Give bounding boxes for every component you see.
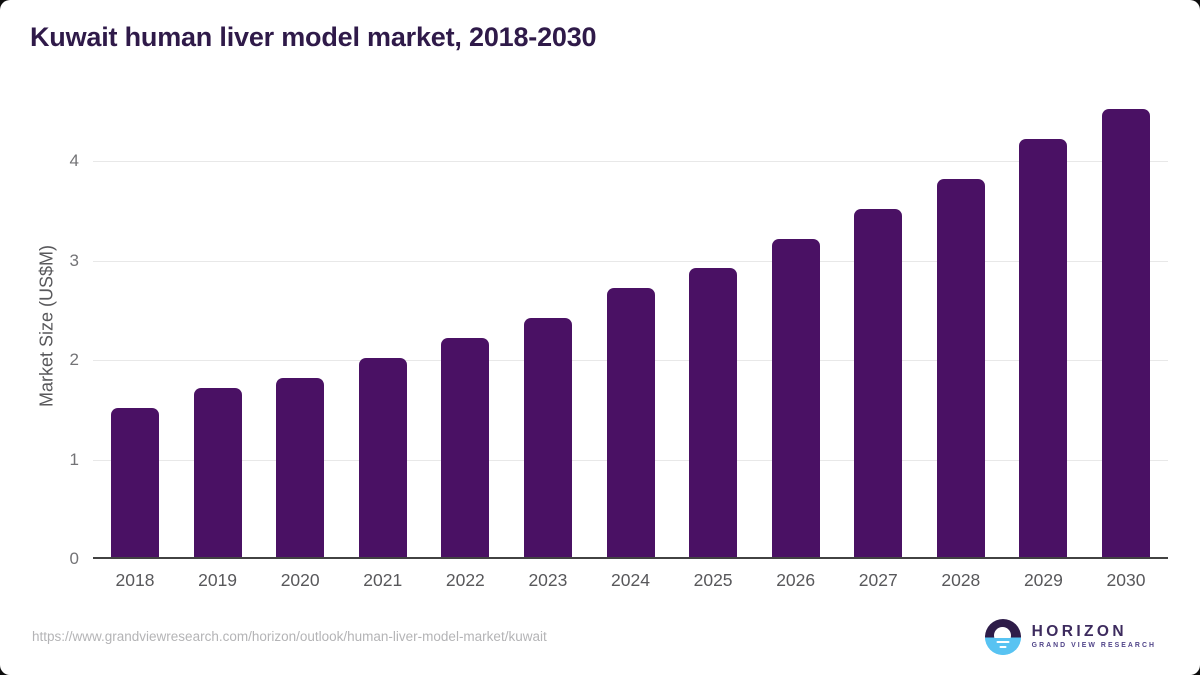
gridline-4 [93, 161, 1168, 162]
source-url: https://www.grandviewresearch.com/horizo… [32, 629, 547, 644]
x-tick-2026: 2026 [776, 570, 816, 590]
x-tick-2027: 2027 [858, 570, 898, 590]
bar-2021[interactable] [358, 358, 407, 557]
gridline-3 [93, 260, 1168, 262]
bar-2022[interactable] [441, 338, 490, 557]
bar-2019[interactable] [193, 387, 242, 557]
bar-2029[interactable] [1019, 139, 1068, 557]
logo-subtitle: GRAND VIEW RESEARCH [1031, 641, 1156, 649]
x-tick-2022: 2022 [445, 570, 485, 590]
bar-2018[interactable] [111, 407, 159, 557]
x-tick-2029: 2029 [1023, 570, 1063, 590]
bar-2025[interactable] [689, 268, 738, 557]
y-tick-3: 3 [69, 250, 79, 270]
bar-2028[interactable] [936, 178, 985, 557]
sea-shape [984, 638, 1021, 655]
plot-area: 0 1 2 3 4 2018 2019 2020 2021 2022 2023 2024 2025 202… [70, 99, 1168, 590]
horizon-logo-text: HORIZON GRAND VIEW RESEARCH [1032, 624, 1156, 649]
x-tick-2019: 2019 [198, 570, 238, 590]
y-tick-4: 4 [69, 151, 79, 170]
x-axis-line [93, 557, 1168, 559]
x-tick-2023: 2023 [528, 570, 568, 590]
x-tick-2025: 2025 [693, 570, 733, 590]
x-tick-2028: 2028 [941, 570, 981, 590]
x-tick-2020: 2020 [280, 570, 320, 590]
y-tick-1: 1 [69, 449, 79, 469]
chart-title: Kuwait human liver model market, 2018-20… [30, 22, 597, 52]
bar-2026[interactable] [771, 238, 820, 557]
wave-line [999, 646, 1007, 648]
bar-2023[interactable] [523, 318, 572, 557]
horizon-logo: HORIZON GRAND VIEW RESEARCH [984, 619, 1156, 655]
x-tick-2030: 2030 [1106, 570, 1146, 590]
bar-2027[interactable] [854, 208, 903, 557]
wave-line [996, 640, 1010, 643]
y-tick-2: 2 [69, 350, 79, 369]
x-tick-2024: 2024 [611, 570, 650, 590]
horizon-logo-icon [984, 619, 1021, 655]
x-tick-2018: 2018 [115, 570, 155, 590]
x-tick-2021: 2021 [363, 570, 403, 590]
bar-2030[interactable] [1102, 109, 1150, 557]
bar-2020[interactable] [276, 377, 325, 557]
bar-2024[interactable] [606, 288, 655, 557]
y-tick-0: 0 [69, 549, 79, 568]
logo-name: HORIZON [1031, 623, 1127, 641]
